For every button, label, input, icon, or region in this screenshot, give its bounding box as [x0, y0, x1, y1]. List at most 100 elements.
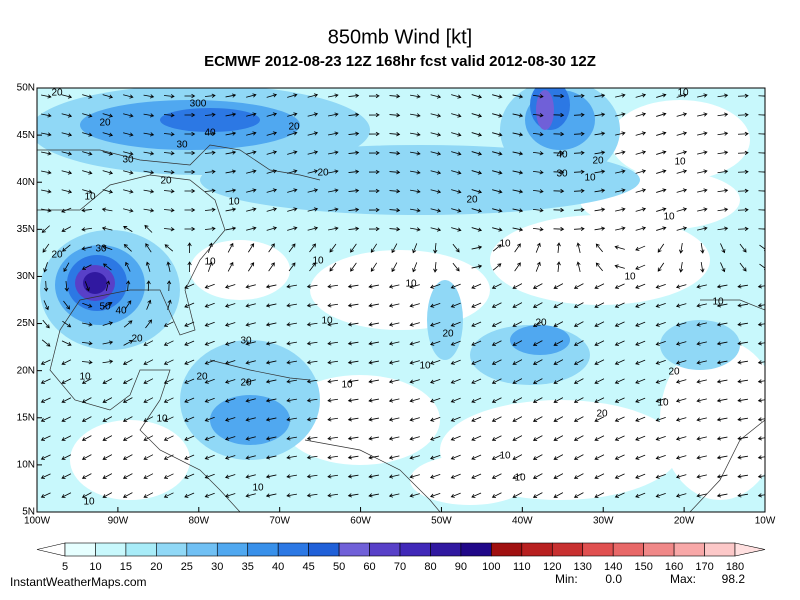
wind-arrow [410, 227, 421, 232]
colorbar-label: 30 [211, 561, 223, 573]
wind-arrow [348, 93, 360, 98]
wind-arrow [615, 207, 626, 212]
wind-arrow [512, 189, 524, 194]
wind-arrow [656, 207, 667, 212]
colorbar-box [612, 542, 644, 557]
wind-arrow [225, 207, 237, 212]
wind-arrow [41, 225, 50, 233]
wind-arrow [409, 398, 420, 403]
wind-arrow [430, 208, 442, 213]
wind-arrow [430, 189, 442, 194]
wind-arrow [716, 436, 728, 441]
contour-label: 20 [240, 378, 252, 389]
wind-arrow [266, 112, 278, 117]
wind-arrow [163, 492, 174, 498]
wind-arrow [81, 397, 92, 403]
wind-arrow [123, 113, 134, 118]
wind-arrow [40, 435, 51, 441]
wind-arrow [368, 150, 380, 156]
wind-arrow [512, 454, 523, 460]
wind-arrow [184, 359, 195, 365]
wind-arrow [737, 493, 748, 498]
wind-arrow [717, 112, 729, 117]
wind-arrow [573, 131, 585, 136]
wind-arrow [655, 435, 666, 441]
wind-arrow [614, 359, 625, 365]
wind-arrow [737, 379, 748, 384]
wind-arrow [306, 360, 318, 365]
wind-arrow [81, 360, 93, 365]
wind-arrow [246, 131, 257, 136]
contour-label: 10 [514, 473, 526, 484]
colorbar-label: 160 [665, 561, 683, 573]
contour-label: 20 [131, 334, 143, 345]
colorbar-label: 60 [363, 561, 375, 573]
wind-arrow [696, 360, 707, 365]
colorbar-arrow-right [734, 542, 766, 557]
contour-label: 10 [84, 192, 96, 203]
wind-arrow [471, 189, 483, 194]
wind-arrow [696, 493, 707, 498]
wind-arrow [389, 170, 401, 175]
wind-arrow [451, 94, 462, 99]
wind-arrow [532, 189, 544, 194]
wind-arrow [288, 262, 296, 272]
wind-arrow [61, 416, 72, 422]
wind-arrow [656, 226, 667, 231]
wind-arrow [697, 207, 708, 212]
wind-arrow [679, 243, 684, 254]
wind-arrow [635, 150, 647, 155]
wind-arrow [757, 436, 765, 441]
wind-arrow [409, 303, 420, 308]
wind-arrow [514, 243, 521, 253]
wind-arrow [471, 321, 482, 327]
wind-arrow [102, 473, 113, 479]
wind-arrow [328, 169, 339, 174]
wind-arrow [553, 416, 564, 422]
max-label: Max: [670, 572, 696, 586]
wind-arrow [676, 131, 688, 136]
wind-arrow [163, 359, 174, 365]
wind-arrow [122, 359, 133, 365]
wind-arrow [491, 378, 502, 384]
wind-arrow [758, 114, 765, 116]
contour-label: 20 [160, 176, 172, 187]
wind-arrow [245, 455, 256, 460]
contour-label: 10 [252, 483, 264, 494]
wind-arrow [471, 227, 483, 232]
wind-arrow [451, 170, 462, 175]
wind-arrow [614, 302, 625, 308]
wind-arrow [553, 283, 564, 289]
wind-arrow [573, 416, 584, 422]
wind-arrow [635, 378, 646, 384]
wind-arrow [265, 284, 277, 289]
wind-arrow [224, 493, 236, 498]
colorbar-label: 5 [62, 561, 68, 573]
wind-arrow [163, 151, 175, 156]
wind-arrow [553, 112, 565, 118]
wind-arrow [737, 455, 748, 460]
wind-arrow [717, 131, 729, 136]
wind-arrow [286, 455, 297, 460]
wind-arrow [737, 322, 748, 327]
wind-arrow [512, 113, 524, 118]
wind-arrow [594, 188, 606, 193]
wind-arrow [184, 435, 195, 441]
colorbar-box [156, 542, 188, 557]
wind-arrow [471, 264, 483, 269]
wind-arrow [451, 113, 462, 118]
wind-arrow [676, 207, 688, 212]
wind-arrow [430, 341, 441, 346]
wind-arrow [307, 207, 319, 212]
wind-arrow [433, 242, 438, 254]
colorbar-box [582, 542, 614, 557]
wind-arrow [532, 283, 543, 289]
wind-arrow [227, 242, 234, 253]
wind-arrow [347, 360, 359, 365]
contour-label: 40 [556, 150, 568, 161]
wind-arrow [224, 417, 236, 422]
wind-arrow [492, 227, 503, 232]
wind-arrow [245, 474, 256, 479]
wind-arrow [368, 417, 379, 422]
wind-arrow [737, 188, 749, 194]
